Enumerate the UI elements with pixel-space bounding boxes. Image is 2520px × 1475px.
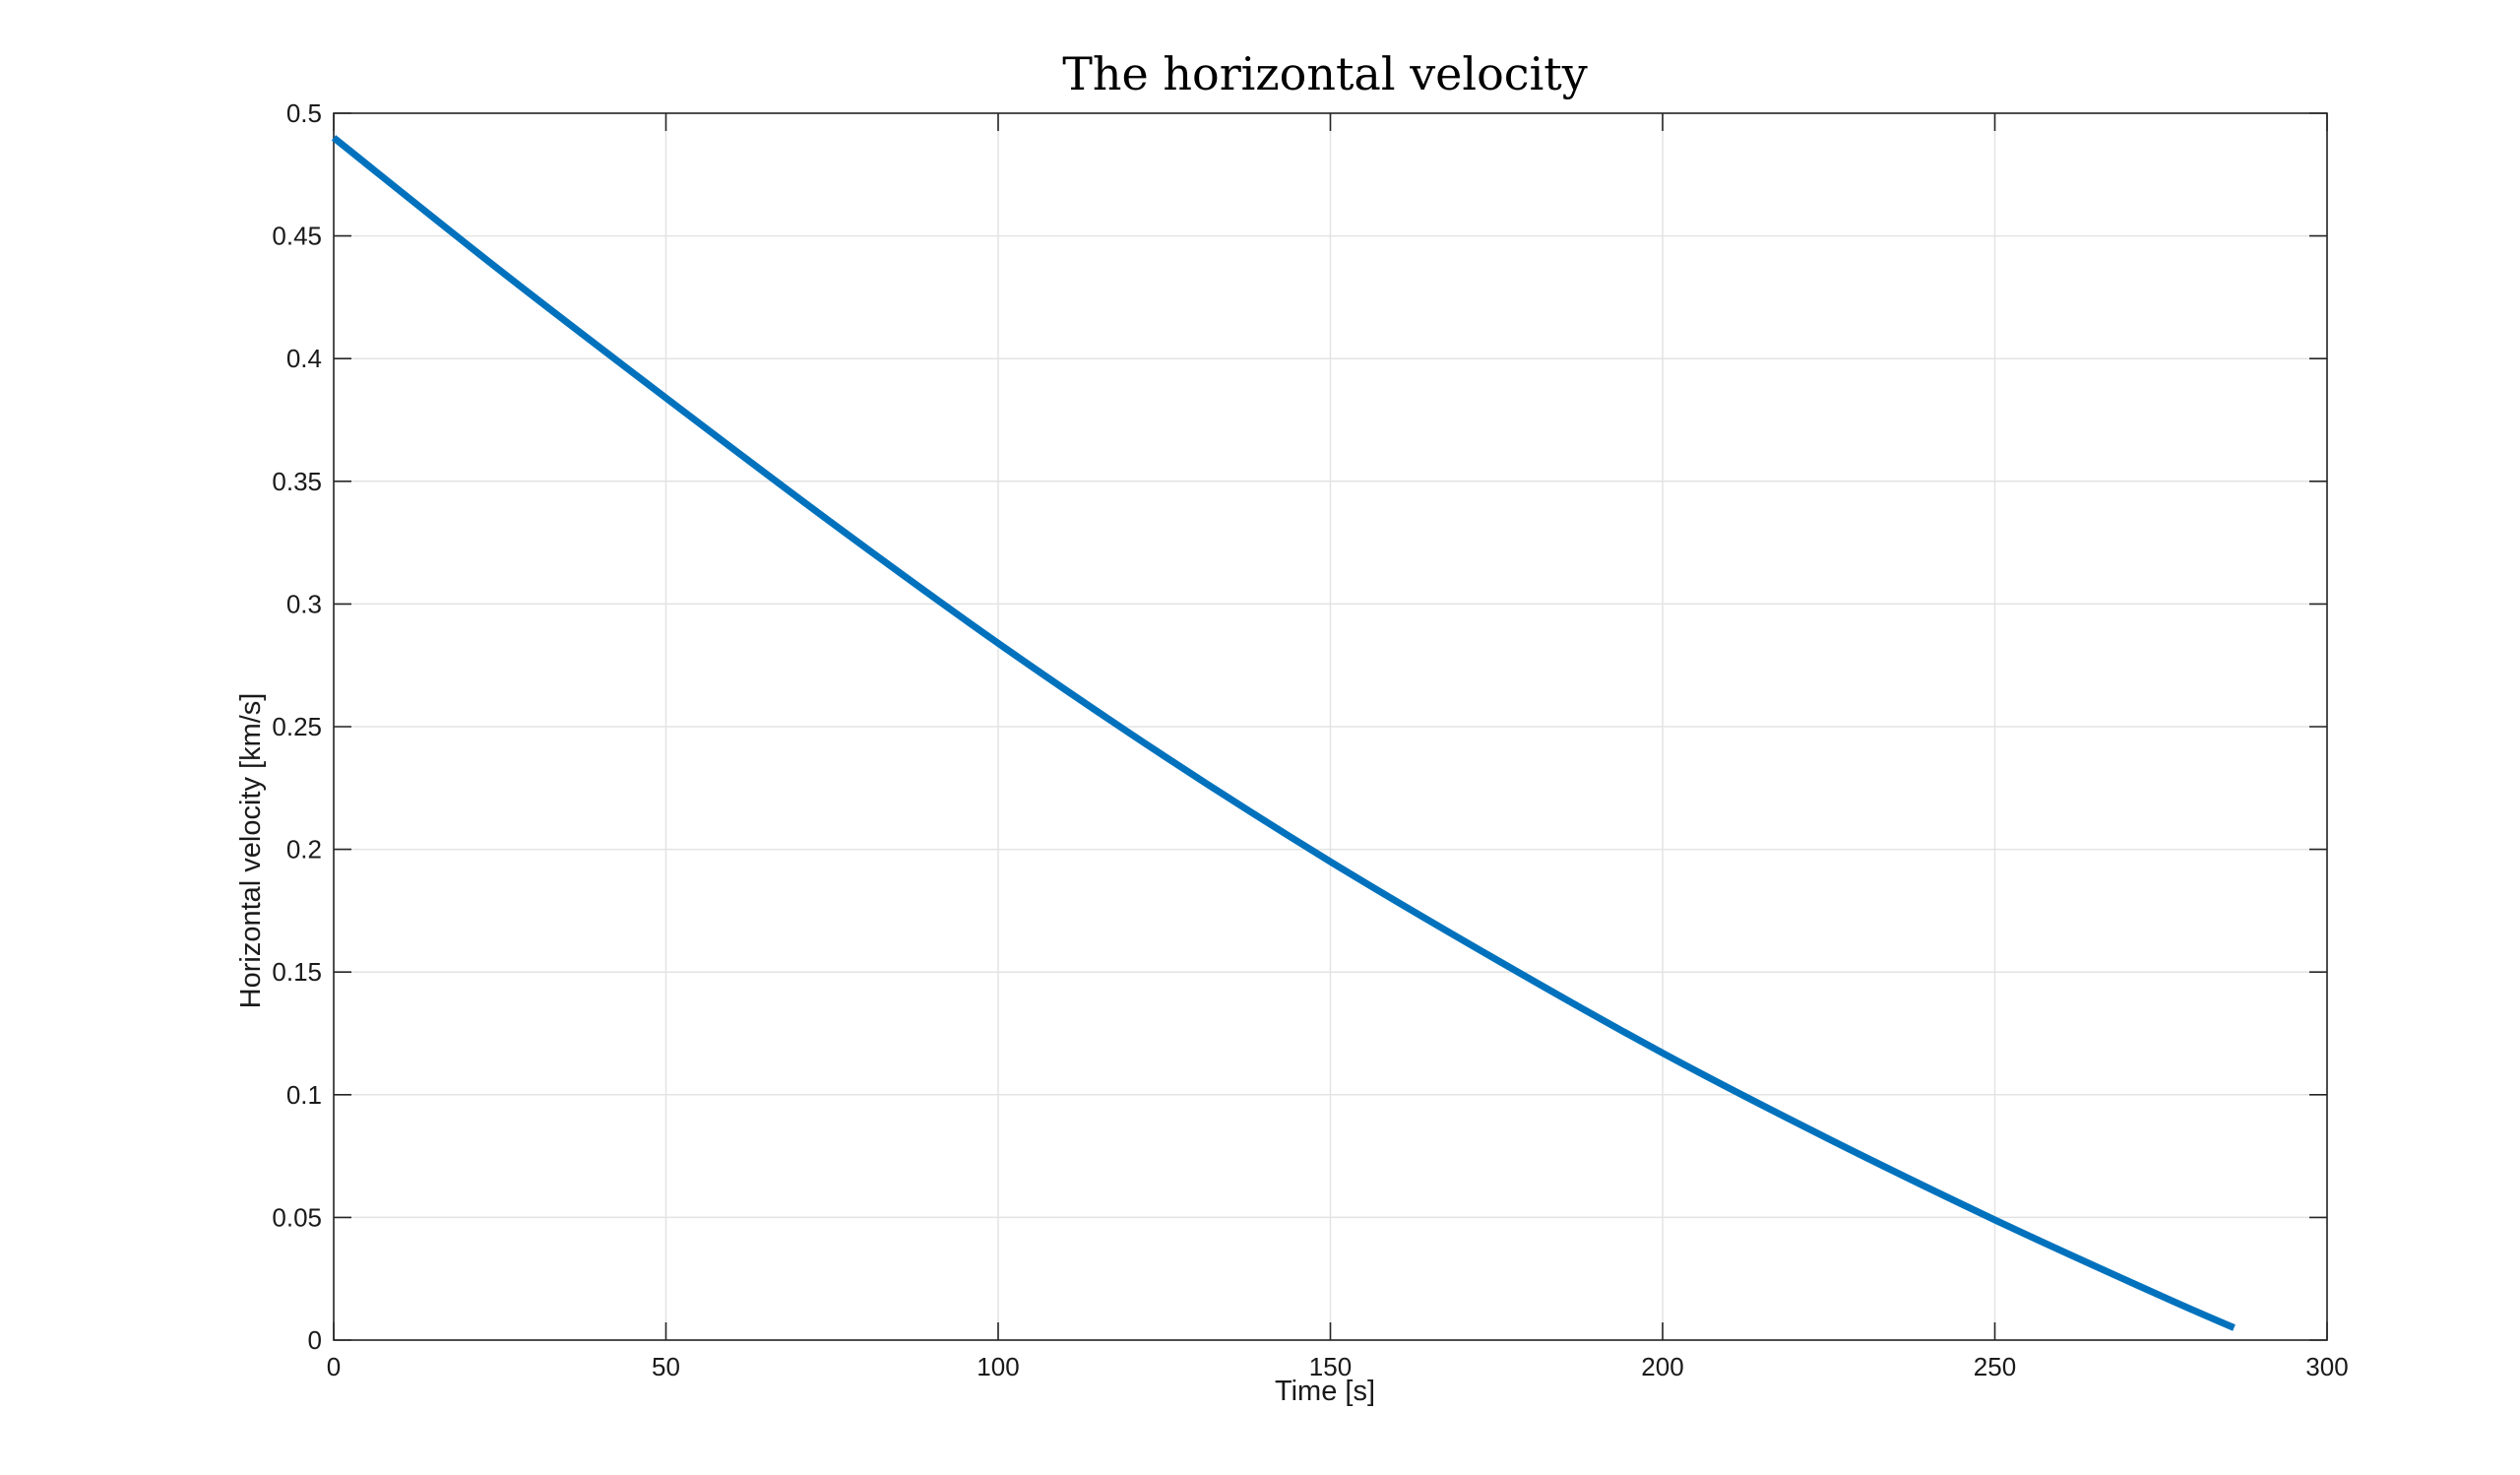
x-axis-tick-labels: 0 50 100 150 200 250 300 — [327, 1352, 2349, 1381]
series-line-horizontal-velocity — [331, 135, 2236, 1331]
y-tick-label: 0.1 — [286, 1080, 322, 1110]
y-tick-label: 0.5 — [286, 98, 322, 128]
y-tick-label: 0.05 — [272, 1202, 322, 1232]
x-tick-label: 150 — [1309, 1352, 1352, 1381]
y-tick-label: 0.35 — [272, 467, 322, 496]
y-tick-label: 0.4 — [286, 344, 322, 373]
x-tick-label: 0 — [327, 1352, 341, 1381]
x-tick-label: 50 — [652, 1352, 680, 1381]
x-tick-label: 300 — [2305, 1352, 2348, 1381]
axis-ticks — [333, 112, 2328, 1341]
y-tick-label: 0.15 — [272, 957, 322, 987]
y-axis-tick-labels: 0 0.05 0.1 0.15 0.2 0.25 0.3 0.35 0.4 0.45 0.5 — [272, 98, 322, 1355]
y-axis-label: Horizontal velocity [km/s] — [235, 693, 267, 1009]
y-tick-label: 0.25 — [272, 712, 322, 741]
y-tick-label: 0.2 — [286, 835, 322, 865]
y-tick-label: 0.45 — [272, 222, 322, 251]
chart-title: The horizontal velocity — [1062, 47, 1588, 100]
y-tick-label: 0.3 — [286, 589, 322, 618]
x-tick-label: 250 — [1974, 1352, 2016, 1381]
y-tick-label: 0 — [308, 1325, 322, 1355]
x-tick-label: 200 — [1641, 1352, 1683, 1381]
x-axis-label: Time [s] — [1275, 1376, 1375, 1407]
x-tick-label: 100 — [976, 1352, 1019, 1381]
